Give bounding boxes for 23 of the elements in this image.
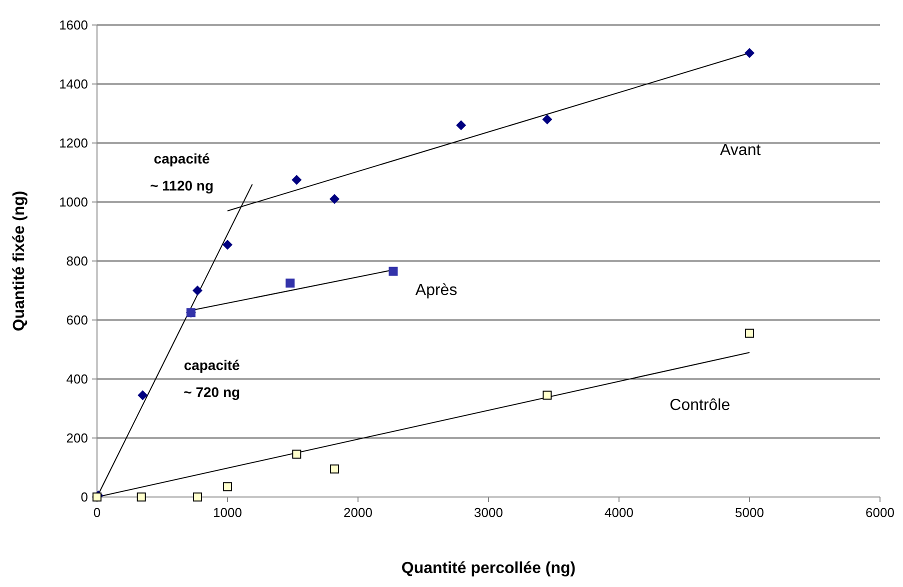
x-tick-label: 3000 — [474, 505, 503, 520]
y-tick-label: 600 — [66, 312, 88, 328]
x-tick-label: 0 — [93, 505, 101, 520]
y-tick-label: 1600 — [59, 18, 88, 32]
x-tick-label: 1000 — [213, 505, 242, 520]
annotation: Avant — [720, 142, 762, 159]
x-tick-label: 5000 — [735, 505, 764, 520]
annotation: Après — [415, 282, 458, 299]
x-tick-label: 4000 — [604, 505, 634, 520]
y-tick-label: 0 — [80, 490, 88, 504]
y-tick-label: 800 — [66, 254, 88, 268]
y-tick-label: 200 — [66, 430, 88, 446]
y-tick-label: 1000 — [59, 194, 88, 210]
x-tick-label: 2000 — [344, 505, 372, 520]
y-axis-title: Quantité fixée (ng) — [11, 190, 28, 332]
annotation: Contrôle — [670, 396, 730, 414]
y-tick-label: 1200 — [59, 136, 88, 150]
x-axis-title: Quantité percollée (ng) — [401, 560, 576, 577]
y-tick-label: 400 — [66, 372, 88, 386]
y-tick-label: 1400 — [59, 76, 88, 92]
x-tick-label: 6000 — [866, 505, 894, 520]
annotation: capacité ~ 720 ng — [184, 357, 240, 400]
annotation: capacité ~ 1120 ng — [150, 150, 214, 194]
